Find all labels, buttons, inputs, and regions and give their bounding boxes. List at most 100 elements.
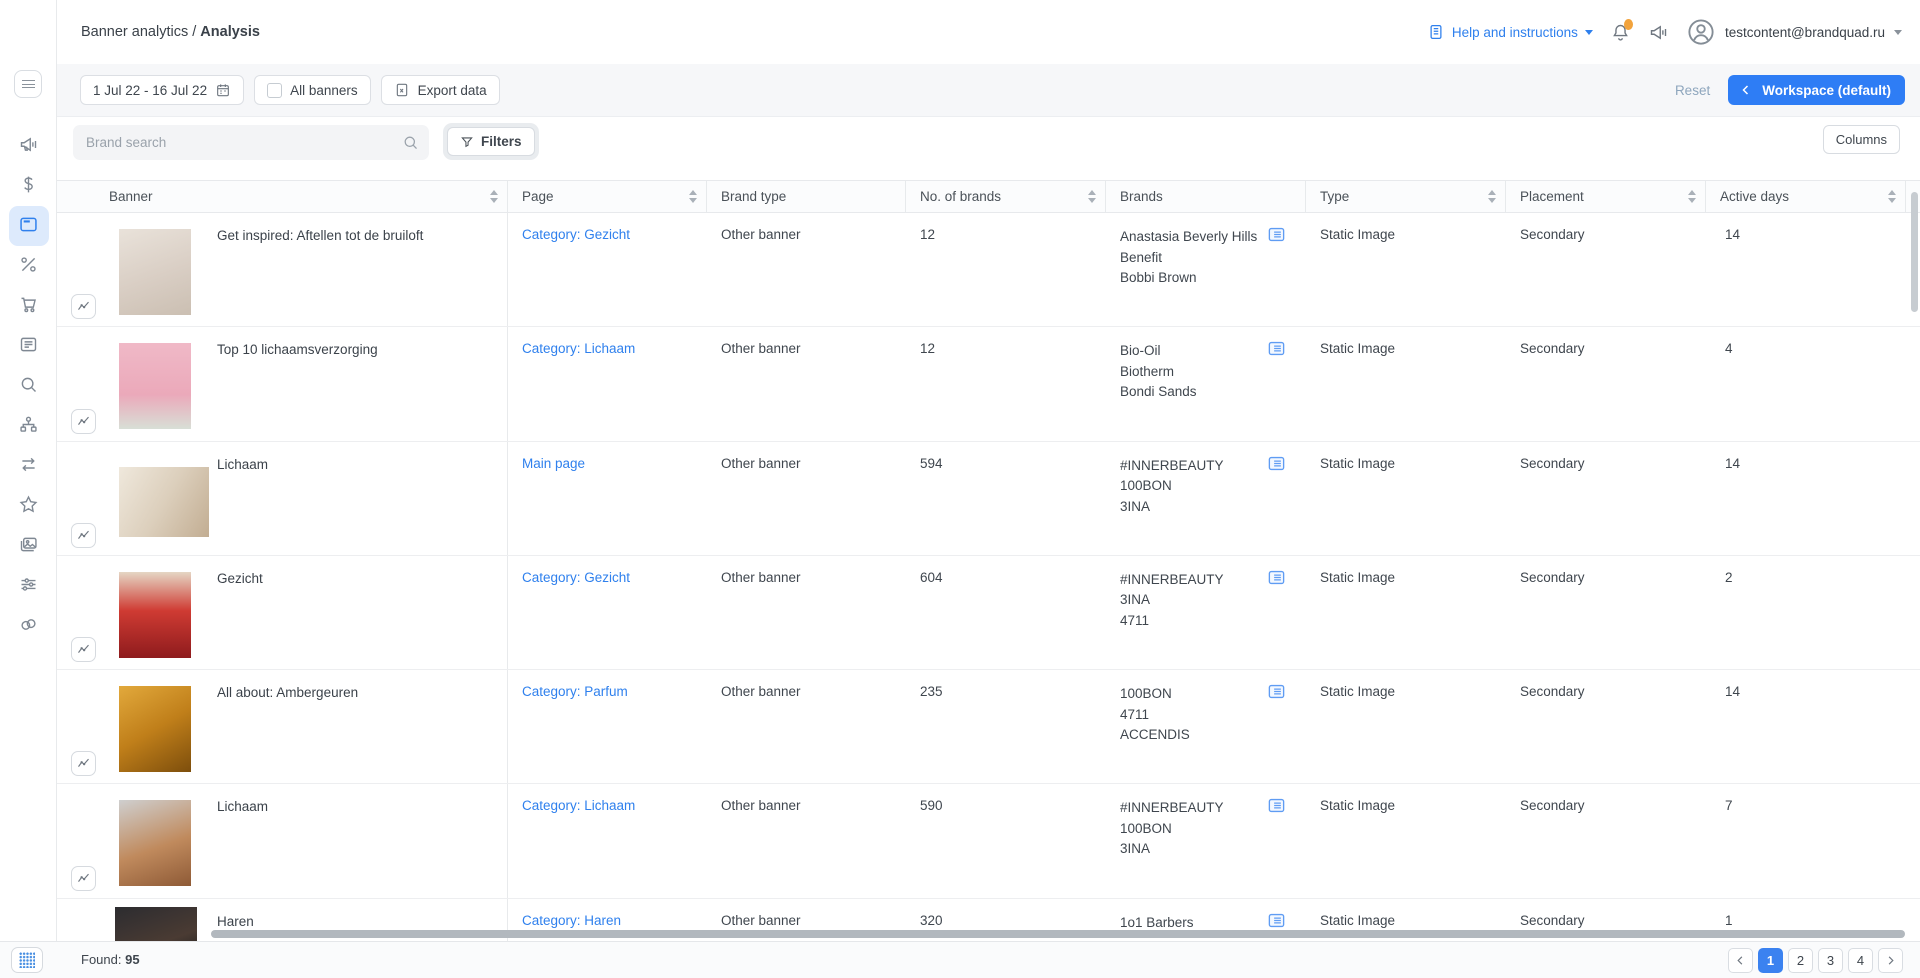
- column-header-no-of-brands[interactable]: No. of brands: [906, 181, 1106, 212]
- banner-thumbnail[interactable]: [119, 343, 191, 430]
- column-header-active-days[interactable]: Active days: [1706, 181, 1906, 212]
- next-page-button[interactable]: [1878, 948, 1903, 973]
- brand-list-icon[interactable]: [1267, 339, 1286, 358]
- brand-list-icon[interactable]: [1267, 796, 1286, 815]
- export-data-button[interactable]: Export data: [380, 75, 500, 105]
- all-banners-checkbox[interactable]: [267, 82, 283, 98]
- sidebar-item-links[interactable]: [9, 606, 49, 646]
- page-link[interactable]: Category: Parfum: [522, 684, 628, 700]
- page-link[interactable]: Category: Lichaam: [522, 798, 636, 814]
- chart-line-icon[interactable]: [71, 522, 96, 548]
- banner-title: Gezicht: [217, 570, 263, 586]
- notifications-button[interactable]: [1610, 18, 1633, 43]
- brand-type-cell: Other banner: [721, 912, 801, 928]
- sidebar-item-finance[interactable]: [9, 166, 49, 206]
- banner-thumbnail[interactable]: [115, 906, 197, 941]
- page-button-1[interactable]: 1: [1758, 948, 1783, 973]
- page-link[interactable]: Main page: [522, 455, 586, 471]
- workspace-label: Workspace (default): [1762, 82, 1891, 98]
- table-row[interactable]: All about: Ambergeuren Category: Parfum …: [57, 670, 1920, 785]
- sidebar-item-favorites[interactable]: [9, 486, 49, 526]
- sidebar-item-news[interactable]: [9, 326, 49, 366]
- column-header-page[interactable]: Page: [508, 181, 707, 212]
- sidebar-item-promo[interactable]: [9, 246, 49, 286]
- filters-button[interactable]: Filters: [447, 127, 535, 156]
- table-row[interactable]: Top 10 lichaamsverzorging Category: Lich…: [57, 327, 1920, 442]
- all-banners-toggle[interactable]: All banners: [254, 75, 371, 105]
- table-row[interactable]: Haren Category: Haren Other banner 320 1…: [57, 898, 1920, 941]
- page-button-4[interactable]: 4: [1848, 948, 1873, 973]
- banner-thumbnail[interactable]: [119, 571, 191, 658]
- sort-icon[interactable]: [689, 190, 697, 203]
- page-button-2[interactable]: 2: [1788, 948, 1813, 973]
- brand-list-icon[interactable]: [1267, 682, 1286, 701]
- sort-icon[interactable]: [1488, 190, 1496, 203]
- vertical-scrollbar[interactable]: [1911, 192, 1918, 312]
- burger-menu-icon[interactable]: [14, 70, 42, 98]
- table-row[interactable]: Gezicht Category: Gezicht Other banner 6…: [57, 555, 1920, 671]
- export-file-icon: [396, 83, 407, 97]
- search-input[interactable]: [73, 125, 429, 160]
- column-header-brand-type[interactable]: Brand type: [707, 181, 906, 212]
- table-row[interactable]: Get inspired: Aftellen tot de bruiloft C…: [57, 213, 1920, 328]
- columns-button[interactable]: Columns: [1822, 125, 1900, 154]
- sidebar-item-media[interactable]: [9, 526, 49, 566]
- sidebar-item-search[interactable]: [9, 366, 49, 406]
- apps-grid-icon[interactable]: [11, 947, 43, 973]
- banner-thumbnail[interactable]: [119, 686, 191, 773]
- banner-thumbnail[interactable]: [119, 466, 209, 537]
- reset-button[interactable]: Reset: [1674, 82, 1711, 98]
- column-header-brands[interactable]: Brands: [1106, 181, 1306, 212]
- page-link[interactable]: Category: Haren: [522, 912, 622, 928]
- date-range-button[interactable]: 1 Jul 22 - 16 Jul 22: [80, 75, 245, 105]
- page-link[interactable]: Category: Gezicht: [522, 569, 631, 585]
- chart-line-icon[interactable]: [71, 294, 96, 320]
- table-row[interactable]: Lichaam Main page Other banner 594 #INNE…: [57, 441, 1920, 556]
- filters-label: Filters: [481, 134, 522, 149]
- brand-list-icon[interactable]: [1267, 454, 1286, 473]
- type-cell: Static Image: [1320, 227, 1396, 242]
- sidebar-item-settings[interactable]: [9, 566, 49, 606]
- chart-line-icon[interactable]: [71, 637, 96, 663]
- chart-line-icon[interactable]: [71, 751, 96, 777]
- transfer-icon: [18, 454, 39, 478]
- type-cell: Static Image: [1320, 455, 1396, 471]
- page-link[interactable]: Category: Gezicht: [522, 227, 631, 242]
- percent-icon: [18, 254, 39, 278]
- chart-line-icon[interactable]: [71, 865, 96, 891]
- sort-icon[interactable]: [1688, 190, 1696, 203]
- brand-item: Benefit: [1120, 249, 1163, 265]
- sort-icon[interactable]: [1088, 190, 1096, 203]
- table-row[interactable]: Lichaam Category: Lichaam Other banner 5…: [57, 784, 1920, 899]
- column-header-type[interactable]: Type: [1306, 181, 1506, 212]
- chart-line-icon[interactable]: [71, 408, 96, 434]
- page-button-3[interactable]: 3: [1818, 948, 1843, 973]
- announcements-button[interactable]: [1648, 22, 1669, 43]
- page-link[interactable]: Category: Lichaam: [522, 341, 636, 357]
- horizontal-scrollbar[interactable]: [211, 930, 1905, 938]
- column-header-placement[interactable]: Placement: [1506, 181, 1706, 212]
- sort-icon[interactable]: [1888, 190, 1896, 203]
- brand-list-icon[interactable]: [1267, 911, 1286, 930]
- page-cell: Category: Parfum: [508, 670, 707, 783]
- sidebar-item-transfer[interactable]: [9, 446, 49, 486]
- sidebar-item-cart[interactable]: [9, 286, 49, 326]
- brand-list-icon[interactable]: [1267, 568, 1286, 587]
- sidebar-item-announcements[interactable]: [9, 126, 49, 166]
- sidebar-item-banners[interactable]: [8, 206, 49, 246]
- sidebar-item-structure[interactable]: [9, 406, 49, 446]
- prev-page-button[interactable]: [1728, 948, 1753, 973]
- banner-thumbnail[interactable]: [119, 800, 191, 887]
- user-menu[interactable]: testcontent@brandquad.ru: [1686, 17, 1902, 47]
- num-brands-cell: 604: [920, 569, 943, 585]
- help-menu[interactable]: Help and instructions: [1427, 23, 1593, 41]
- sort-icon[interactable]: [490, 190, 498, 203]
- banner-thumbnail[interactable]: [119, 229, 191, 315]
- page-cell: Category: Gezicht: [508, 213, 707, 326]
- column-header-banner[interactable]: Banner: [57, 181, 508, 212]
- workspace-button[interactable]: Workspace (default): [1728, 75, 1905, 105]
- search-icon[interactable]: [402, 134, 419, 151]
- brand-item: Biotherm: [1120, 363, 1175, 379]
- brand-list-icon[interactable]: [1267, 225, 1286, 244]
- help-label: Help and instructions: [1451, 24, 1578, 40]
